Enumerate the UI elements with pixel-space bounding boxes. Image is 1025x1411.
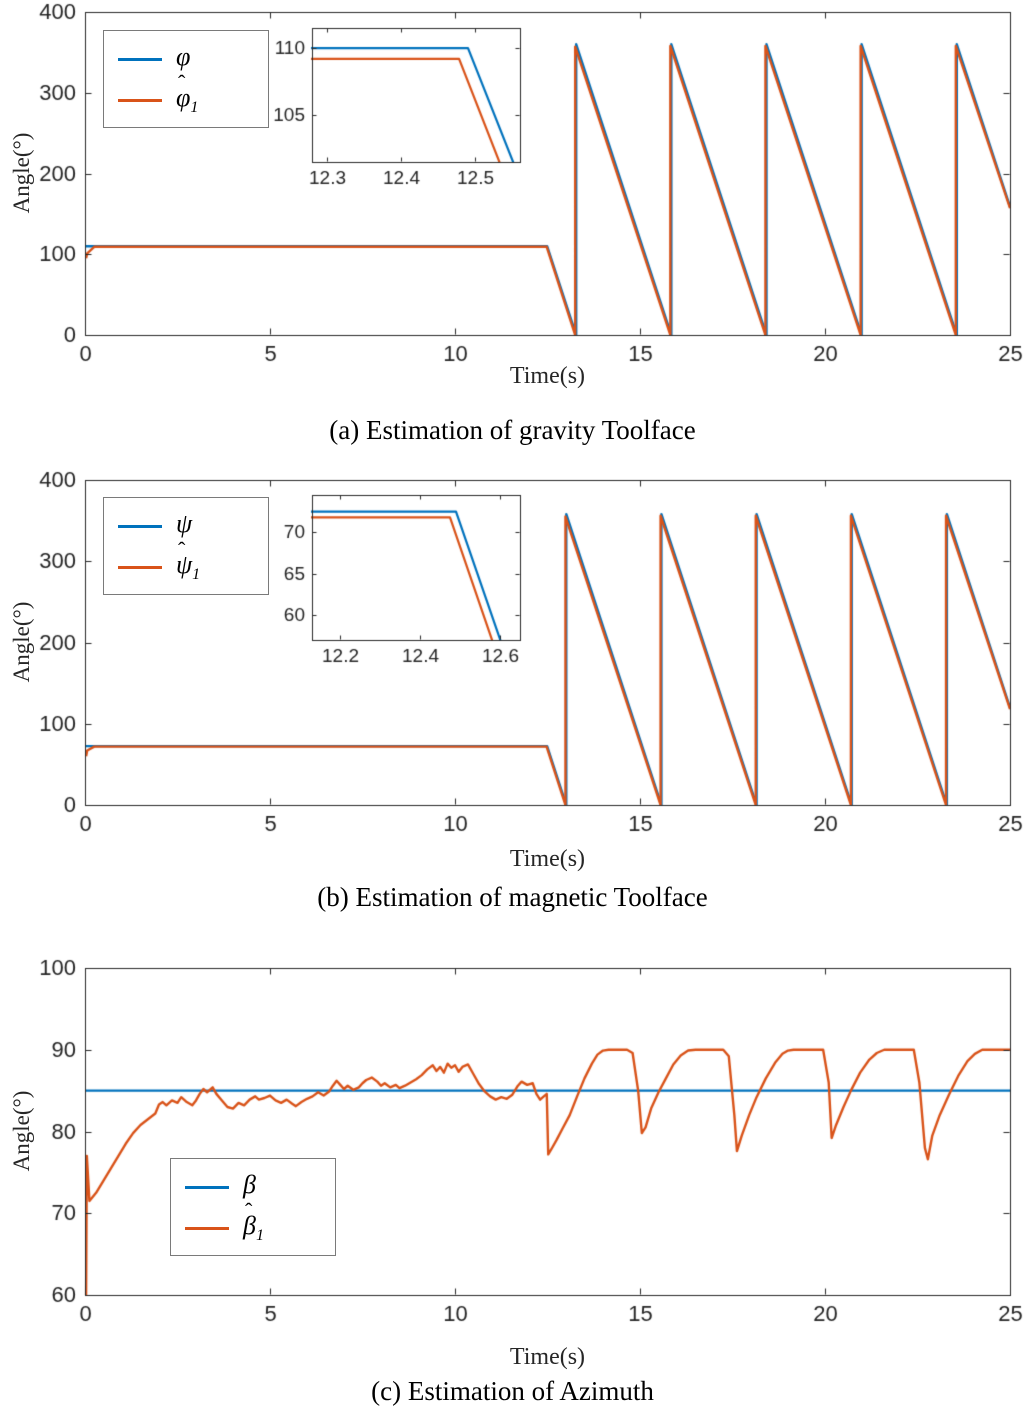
legend-item-beta: β: [185, 1167, 319, 1208]
legend-item-phi-hat: ˆ φ1: [118, 69, 252, 121]
legend-line-psi: [118, 525, 162, 528]
azimuth-plot: [0, 920, 1025, 1411]
y-axis-label-c: Angle(°): [9, 1090, 34, 1172]
legend-a: φ ˆ φ1: [103, 30, 269, 128]
figure-a: Angle(°) Time(s) (a) Estimation of gravi…: [0, 0, 1025, 450]
legend-label-beta: β: [243, 1169, 256, 1199]
figure-b: Angle(°) Time(s) (b) Estimation of magne…: [0, 450, 1025, 920]
legend-line-phi: [118, 58, 162, 61]
legend-line-beta-hat: [185, 1227, 229, 1230]
x-axis-label-b: Time(s): [509, 846, 586, 872]
x-axis-label-c: Time(s): [509, 1344, 586, 1370]
figure-c: Angle(°) Time(s) (c) Estimation of Azimu…: [0, 920, 1025, 1411]
legend-label-psi: ψ: [176, 508, 193, 538]
y-axis-label-b: Angle(°): [9, 601, 34, 683]
legend-b: ψ ˆ ψ1: [103, 497, 269, 595]
caption-a: (a) Estimation of gravity Toolface: [329, 415, 696, 445]
legend-item-phi: φ: [118, 39, 252, 80]
caption-b: (b) Estimation of magnetic Toolface: [317, 882, 708, 912]
legend-line-phi-hat: [118, 99, 162, 102]
legend-item-psi: ψ: [118, 506, 252, 547]
legend-item-psi-hat: ˆ ψ1: [118, 536, 252, 588]
legend-c: β ˆ β1: [170, 1158, 336, 1256]
legend-label-beta-hat: ˆ β1: [243, 1197, 264, 1245]
y-axis-label-a: Angle(°): [9, 132, 34, 214]
legend-label-phi: φ: [176, 41, 191, 71]
caption-c: (c) Estimation of Azimuth: [371, 1376, 654, 1406]
legend-label-phi-hat: ˆ φ1: [176, 69, 199, 117]
legend-label-psi-hat: ˆ ψ1: [176, 536, 201, 584]
legend-line-psi-hat: [118, 566, 162, 569]
legend-line-beta: [185, 1186, 229, 1189]
legend-item-beta-hat: ˆ β1: [185, 1197, 319, 1249]
x-axis-label-a: Time(s): [509, 363, 586, 389]
